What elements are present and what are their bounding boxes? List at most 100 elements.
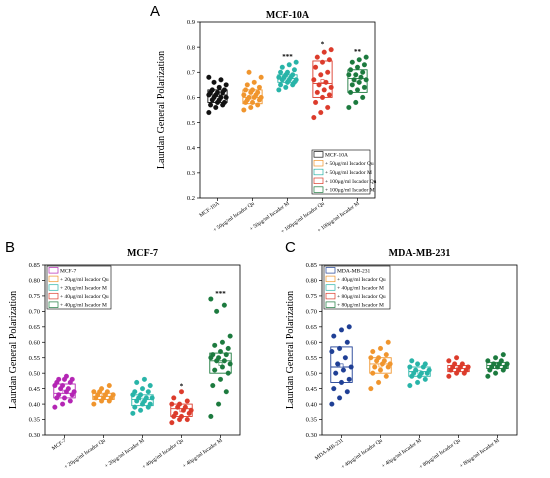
y-tick-label: 0.45 bbox=[29, 386, 40, 393]
y-tick-label: 0.65 bbox=[29, 324, 40, 331]
y-tick-label: 0.6 bbox=[187, 95, 196, 102]
legend-label: + 40μg/ml Iscador Qu bbox=[337, 277, 386, 283]
data-point bbox=[415, 361, 421, 367]
legend-label: + 80μg/ml Iscador M bbox=[337, 303, 384, 309]
data-point bbox=[241, 92, 247, 98]
data-point bbox=[465, 364, 471, 370]
data-point bbox=[370, 349, 376, 355]
legend-swatch bbox=[48, 275, 59, 283]
legend-swatch bbox=[325, 275, 336, 283]
data-point bbox=[348, 67, 354, 73]
data-point bbox=[344, 339, 350, 345]
data-point bbox=[290, 72, 296, 78]
data-point bbox=[286, 62, 292, 68]
data-point bbox=[370, 370, 376, 376]
data-point bbox=[250, 99, 256, 105]
legend-swatch bbox=[313, 151, 324, 158]
legend-swatch bbox=[48, 284, 59, 291]
y-tick-label: 0.85 bbox=[306, 262, 317, 269]
chart-title: MCF-7 bbox=[127, 248, 158, 259]
y-tick-label: 0.5 bbox=[187, 120, 195, 127]
x-tick-label: + 20μg/ml Iscador Qu bbox=[63, 438, 107, 471]
data-point bbox=[331, 333, 337, 339]
chart-title: MCF-10A bbox=[266, 10, 310, 21]
data-point bbox=[314, 54, 320, 60]
data-point bbox=[221, 87, 227, 93]
data-point bbox=[385, 339, 391, 345]
y-tick-label: 0.40 bbox=[29, 401, 40, 408]
data-point bbox=[358, 74, 364, 80]
data-point bbox=[285, 69, 291, 75]
data-point bbox=[340, 367, 346, 373]
legend-label: MDA-MB-231 bbox=[337, 268, 371, 274]
data-point bbox=[169, 420, 175, 426]
legend-swatch bbox=[325, 267, 336, 274]
data-point bbox=[283, 84, 289, 90]
box-group bbox=[329, 324, 354, 407]
data-point bbox=[348, 364, 354, 370]
data-point bbox=[91, 401, 97, 407]
x-tick-label: + 40μg/ml Iscador Qu bbox=[340, 438, 384, 471]
data-point bbox=[342, 355, 348, 361]
y-tick-label: 0.75 bbox=[29, 293, 40, 300]
data-point bbox=[227, 333, 233, 339]
data-point bbox=[188, 407, 194, 413]
y-tick-label: 0.3 bbox=[187, 170, 195, 177]
legend-swatch bbox=[313, 160, 324, 167]
y-tick-label: 0.40 bbox=[306, 401, 317, 408]
data-point bbox=[360, 94, 366, 100]
data-point bbox=[143, 395, 149, 401]
y-tick-label: 0.70 bbox=[29, 309, 40, 316]
data-point bbox=[387, 361, 393, 367]
data-point bbox=[67, 398, 73, 404]
y-tick-label: 0.30 bbox=[29, 432, 40, 439]
data-point bbox=[141, 376, 147, 382]
box-group: * bbox=[169, 383, 194, 426]
legend-swatch bbox=[48, 301, 59, 308]
legend-swatch bbox=[325, 292, 336, 300]
legend-label: + 50μg/ml Iscador M bbox=[325, 170, 372, 176]
data-point bbox=[246, 94, 252, 100]
data-point bbox=[339, 327, 345, 333]
data-point bbox=[293, 59, 299, 65]
data-point bbox=[104, 389, 110, 395]
legend: MCF-10A + 50μg/ml Iscador Qu + 50μg/ml Isc… bbox=[311, 149, 377, 195]
significance-marker: ** bbox=[354, 48, 362, 56]
data-point bbox=[255, 102, 261, 108]
box-group: * bbox=[311, 41, 334, 121]
legend-label: MCF-7 bbox=[60, 268, 76, 274]
significance-marker: * bbox=[180, 383, 184, 391]
data-point bbox=[147, 401, 153, 407]
data-point bbox=[321, 87, 327, 93]
data-point bbox=[138, 392, 144, 398]
data-point bbox=[250, 87, 256, 93]
legend-swatch bbox=[325, 301, 336, 308]
data-point bbox=[346, 376, 352, 382]
data-point bbox=[223, 82, 229, 88]
data-point bbox=[218, 77, 224, 83]
legend-label: + 80μg/ml Iscador Qu bbox=[337, 294, 386, 300]
data-point bbox=[337, 395, 343, 401]
data-point bbox=[211, 79, 217, 85]
data-point bbox=[256, 84, 262, 90]
data-point bbox=[255, 89, 261, 95]
data-point bbox=[407, 364, 413, 370]
legend-swatch bbox=[48, 292, 59, 300]
data-point bbox=[60, 383, 66, 389]
data-point bbox=[258, 94, 264, 100]
chart-title: MDA-MB-231 bbox=[389, 248, 451, 259]
data-point bbox=[378, 345, 384, 351]
data-point bbox=[353, 72, 359, 78]
y-axis-label: Laurdan General Polarization bbox=[285, 291, 296, 409]
y-tick-label: 0.75 bbox=[306, 293, 317, 300]
data-point bbox=[63, 373, 69, 379]
data-point bbox=[329, 401, 335, 407]
data-point bbox=[149, 395, 155, 401]
data-point bbox=[246, 69, 252, 75]
y-tick-label: 0.30 bbox=[306, 432, 317, 439]
data-point bbox=[219, 364, 225, 370]
data-point bbox=[110, 392, 116, 398]
legend-label: + 40μg/ml Iscador M bbox=[60, 303, 107, 309]
legend-swatch bbox=[48, 267, 59, 274]
